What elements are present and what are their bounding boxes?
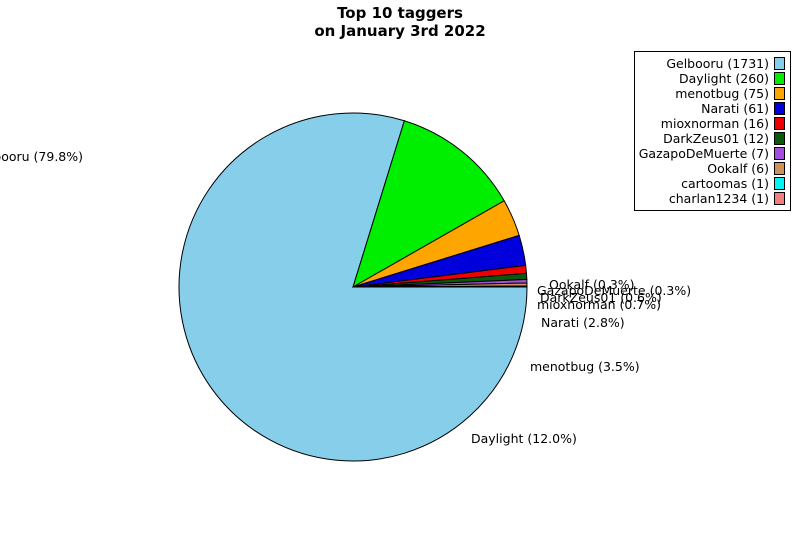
legend-color-swatch — [774, 102, 785, 115]
legend-color-swatch — [774, 177, 785, 190]
legend-item-label: mioxnorman (16) — [660, 116, 769, 131]
legend-color-swatch — [774, 192, 785, 205]
pie-slice-daylight — [352, 120, 505, 289]
legend-item-label: cartoomas (1) — [681, 176, 769, 191]
legend-item-label: charlan1234 (1) — [668, 191, 769, 206]
legend-item-label: Daylight (260) — [679, 71, 769, 86]
legend-color-swatch — [774, 117, 785, 130]
legend-item-daylight[interactable]: Daylight (260) — [639, 71, 785, 86]
page-title: Top 10 taggers on January 3rd 2022 — [0, 4, 800, 40]
legend-color-swatch — [774, 72, 785, 85]
slice-label-gelbooru: Gelbooru (79.8%) — [0, 149, 83, 164]
slice-label-menotbug: menotbug (3.5%) — [530, 359, 640, 374]
legend-item-label: menotbug (75) — [675, 86, 769, 101]
slice-label-daylight: Daylight (12.0%) — [471, 431, 577, 446]
legend-item-darkzeus01[interactable]: DarkZeus01 (12) — [639, 131, 785, 146]
slice-label-narati: Narati (2.8%) — [541, 315, 625, 330]
slice-label-darkzeus01: DarkZeus01 (0.6%) — [540, 290, 662, 305]
legend-item-ookalf[interactable]: Ookalf (6) — [639, 161, 785, 176]
pie-slice-charlan1234 — [352, 285, 528, 288]
legend-item-label: GazapoDeMuerte (7) — [638, 146, 769, 161]
legend-item-narati[interactable]: Narati (61) — [639, 101, 785, 116]
legend-item-label: Gelbooru (1731) — [666, 56, 769, 71]
legend-item-label: Ookalf (6) — [707, 161, 769, 176]
legend-item-mioxnorman[interactable]: mioxnorman (16) — [639, 116, 785, 131]
legend-color-swatch — [774, 147, 785, 160]
pie-slices — [178, 112, 528, 462]
title-line-2: on January 3rd 2022 — [314, 22, 486, 40]
title-line-1: Top 10 taggers — [337, 4, 463, 22]
slice-label-mioxnorman: mioxnorman (0.7%) — [537, 297, 662, 312]
legend-item-label: DarkZeus01 (12) — [663, 131, 769, 146]
legend-item-cartoomas[interactable]: cartoomas (1) — [639, 176, 785, 191]
legend-item-gelbooru[interactable]: Gelbooru (1731) — [639, 56, 785, 71]
legend-item-menotbug[interactable]: menotbug (75) — [639, 86, 785, 101]
legend-item-gazapodemuerte[interactable]: GazapoDeMuerte (7) — [639, 146, 785, 161]
legend-color-swatch — [774, 132, 785, 145]
legend-color-swatch — [774, 162, 785, 175]
legend-item-charlan1234[interactable]: charlan1234 (1) — [639, 191, 785, 206]
slice-label-ookalf: Ookalf (0.3%) — [549, 277, 635, 292]
legend-color-swatch — [774, 57, 785, 70]
legend: Gelbooru (1731) Daylight (260) menotbug (7… — [634, 51, 791, 211]
legend-color-swatch — [774, 87, 785, 100]
legend-item-label: Narati (61) — [701, 101, 769, 116]
slice-label-gazapodemuerte: GazapoDeMuerte (0.3%) — [537, 283, 692, 298]
